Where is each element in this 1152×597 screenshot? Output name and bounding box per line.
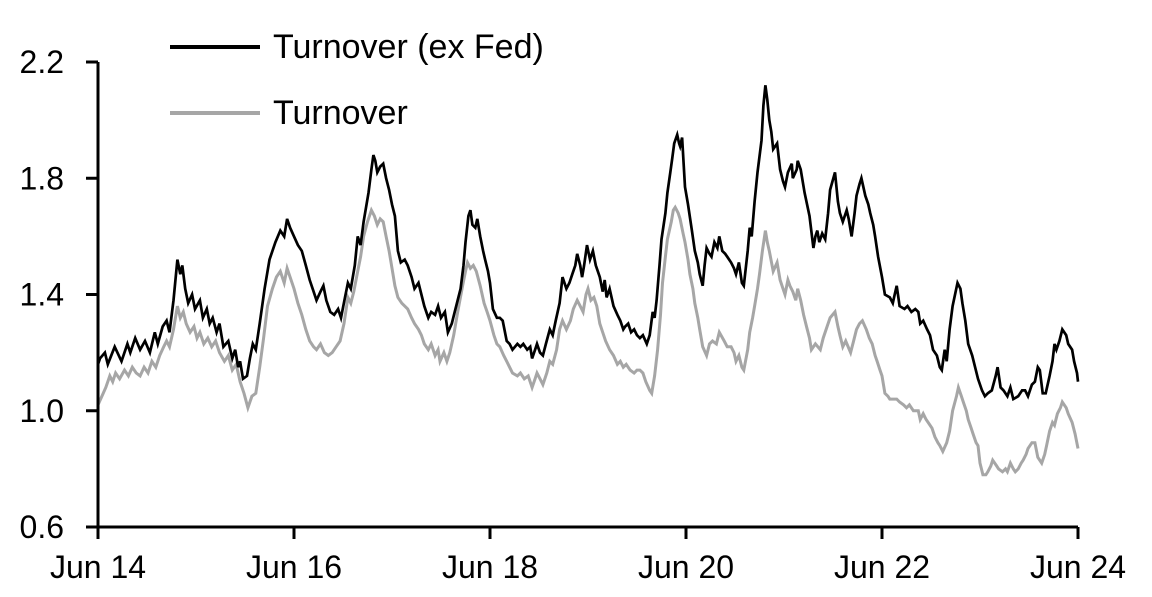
y-tick-label: 0.6	[20, 509, 64, 545]
x-tick-label: Jun 24	[1030, 549, 1126, 585]
y-tick-label: 1.8	[20, 160, 64, 196]
y-tick-label: 2.2	[20, 44, 64, 80]
x-tick-label: Jun 18	[442, 549, 538, 585]
y-tick-label: 1.0	[20, 393, 64, 429]
legend-line-icon	[170, 45, 260, 49]
x-tick-label: Jun 14	[50, 549, 146, 585]
x-tick-label: Jun 16	[246, 549, 342, 585]
legend: Turnover (ex Fed) Turnover	[170, 14, 544, 146]
legend-label-turnover-ex-fed: Turnover (ex Fed)	[273, 28, 544, 66]
legend-line-icon	[170, 111, 260, 115]
y-tick-label: 1.4	[20, 277, 64, 313]
x-tick-label: Jun 20	[638, 549, 734, 585]
legend-label-turnover: Turnover	[273, 94, 408, 132]
series-turnover-ex-fed	[96, 85, 1080, 402]
legend-item-turnover: Turnover	[170, 80, 544, 146]
legend-item-turnover-ex-fed: Turnover (ex Fed)	[170, 14, 544, 80]
x-tick-label: Jun 22	[834, 549, 930, 585]
series-turnover	[96, 204, 1080, 477]
